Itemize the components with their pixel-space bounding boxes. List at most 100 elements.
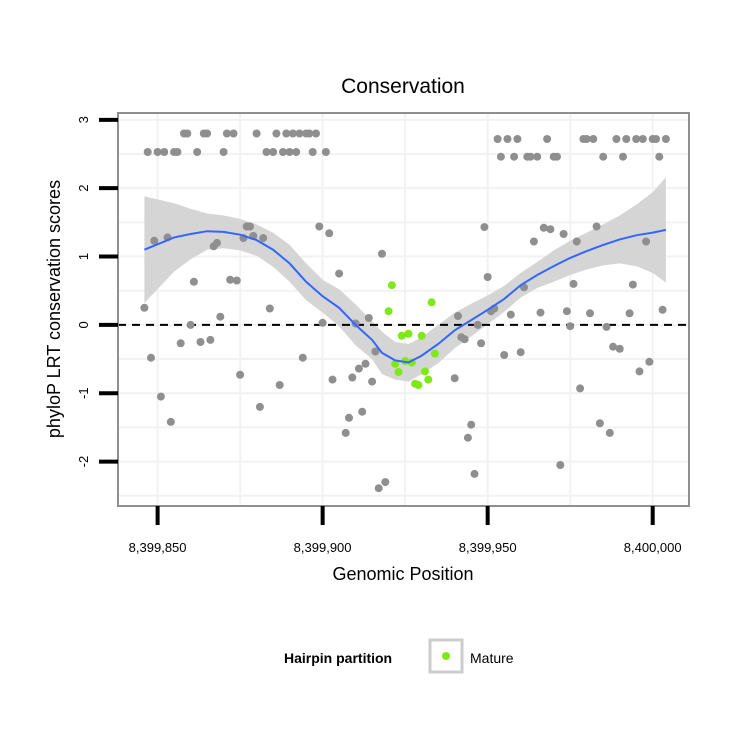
other-point <box>503 135 512 143</box>
other-point <box>566 322 575 331</box>
y-tick-label: 3 <box>76 116 91 123</box>
other-point <box>269 148 278 156</box>
mature-point <box>417 331 426 340</box>
other-point <box>213 238 221 247</box>
other-point <box>160 148 169 156</box>
other-point <box>612 135 621 143</box>
mature-point <box>404 329 413 338</box>
other-point <box>658 305 667 314</box>
other-point <box>364 314 373 322</box>
other-point <box>368 377 377 386</box>
other-point <box>645 357 654 366</box>
panel-border <box>117 112 690 507</box>
chart-title: Conservation <box>341 75 465 98</box>
other-point <box>312 129 320 138</box>
y-tick-label: -1 <box>76 387 91 399</box>
other-point <box>500 351 509 359</box>
other-point <box>619 152 627 161</box>
other-point <box>582 135 591 143</box>
mature-point <box>430 349 439 358</box>
other-point <box>358 407 367 416</box>
other-point <box>371 347 380 356</box>
other-point <box>275 381 284 389</box>
other-point <box>556 461 565 469</box>
other-point <box>196 338 205 346</box>
other-point <box>496 152 505 161</box>
other-point <box>506 310 515 319</box>
other-point <box>285 148 294 156</box>
other-point <box>295 129 304 138</box>
other-point <box>305 129 314 138</box>
other-point <box>576 384 585 393</box>
other-point <box>477 339 486 348</box>
other-point <box>173 148 182 156</box>
other-point <box>328 375 337 384</box>
y-tick-label: 0 <box>76 321 91 328</box>
other-point <box>222 129 231 138</box>
loess-smooth-line <box>144 228 667 364</box>
other-point <box>632 135 641 143</box>
other-point <box>652 135 660 143</box>
y-axis: -2 -1 0 1 2 3 <box>76 116 118 467</box>
other-point <box>586 309 594 318</box>
other-point <box>454 312 462 320</box>
other-point <box>463 433 472 442</box>
x-axis: 8,399,850 8,399,900 8,399,950 8,400,000 <box>129 506 682 555</box>
other-point <box>150 236 159 245</box>
mature-point <box>427 298 436 307</box>
other-point <box>229 129 238 138</box>
other-point <box>348 373 357 382</box>
other-point <box>354 364 363 373</box>
other-point <box>638 135 647 143</box>
other-point <box>513 135 522 143</box>
other-point <box>661 135 670 143</box>
other-point <box>622 135 631 143</box>
other-point <box>318 318 327 327</box>
other-point <box>378 249 386 258</box>
other-point <box>153 148 162 156</box>
other-point <box>219 148 228 156</box>
other-point <box>546 225 555 234</box>
other-point <box>460 335 469 344</box>
other-point <box>335 269 344 278</box>
other-point <box>602 322 611 331</box>
y-tick-label: 1 <box>76 253 91 260</box>
other-point <box>510 152 519 161</box>
other-point <box>341 428 350 437</box>
mature-point <box>414 381 423 389</box>
other-point <box>628 280 637 289</box>
other-point <box>572 237 581 246</box>
other-point <box>483 273 492 281</box>
other-point <box>259 234 268 243</box>
other-point <box>605 428 614 437</box>
other-point <box>635 367 644 376</box>
other-point <box>374 484 383 493</box>
other-point <box>595 419 604 428</box>
other-point <box>176 339 185 348</box>
other-point <box>655 152 664 161</box>
other-point <box>186 320 195 329</box>
other-point <box>183 129 192 138</box>
other-point <box>166 417 175 426</box>
other-point <box>246 222 254 231</box>
mature-point <box>394 368 403 376</box>
other-point <box>288 129 297 138</box>
other-point <box>543 135 552 143</box>
other-point <box>203 129 212 138</box>
mature-point <box>387 281 396 290</box>
other-point <box>345 413 353 422</box>
other-point <box>609 342 618 351</box>
legend: Hairpin partition Mature <box>284 638 514 674</box>
other-point <box>272 129 281 138</box>
other-point <box>206 335 215 344</box>
other-point <box>526 152 535 161</box>
other-point <box>381 478 390 487</box>
x-tick-label: 8,400,000 <box>624 540 682 555</box>
other-point <box>140 303 149 312</box>
other-point <box>625 309 634 318</box>
other-point <box>361 359 370 368</box>
other-point <box>467 420 476 429</box>
other-point <box>529 237 538 246</box>
